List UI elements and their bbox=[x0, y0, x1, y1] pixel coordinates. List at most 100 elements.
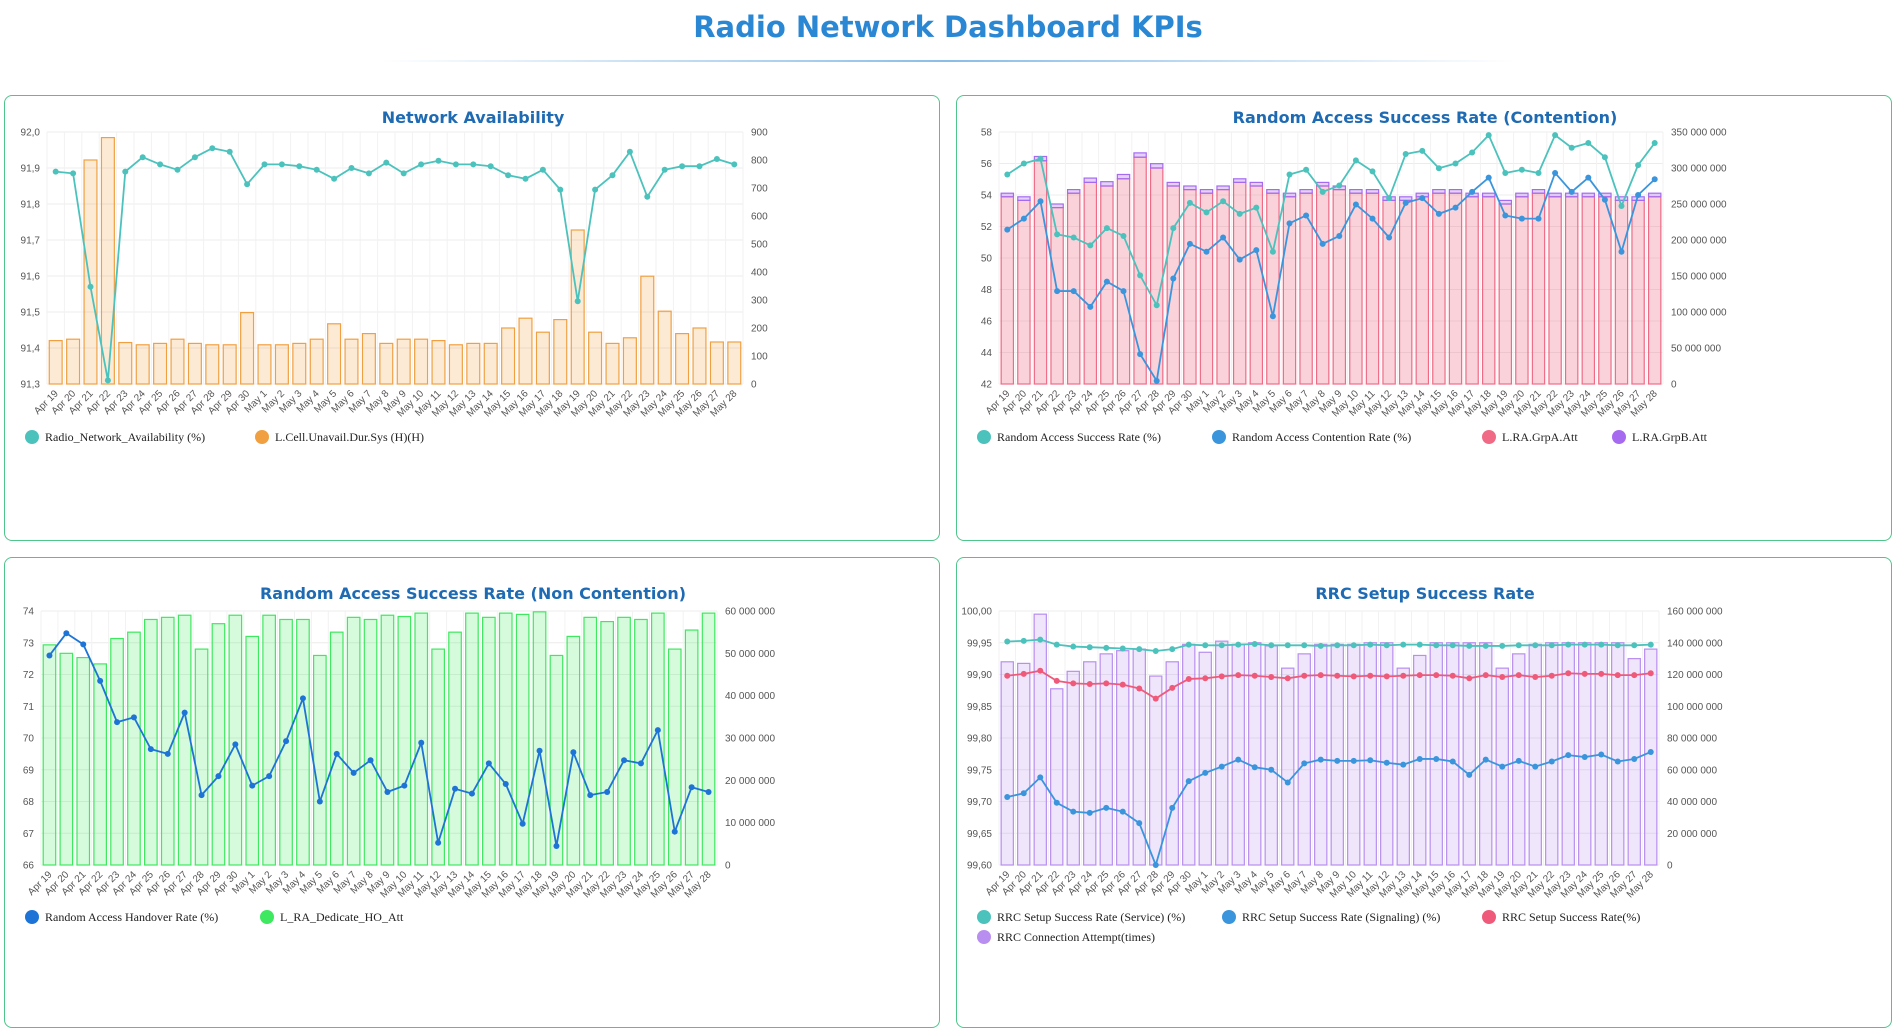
point-random-access-success-rate- bbox=[1552, 132, 1559, 139]
point-radio-network-availability- bbox=[70, 170, 77, 177]
point-rrc-setup-success-rate-service- bbox=[1268, 642, 1275, 649]
point-radio-network-availability- bbox=[104, 377, 111, 384]
point-rrc-setup-success-rate-service- bbox=[1334, 642, 1341, 649]
point-rrc-setup-success-rate- bbox=[1334, 672, 1341, 679]
bar-l-ra-dedicate-ho-att bbox=[329, 631, 344, 866]
point-random-access-handover-rate- bbox=[130, 714, 137, 721]
y-left-tick-label: 71 bbox=[23, 702, 35, 713]
legend-label: L_RA_Dedicate_HO_Att bbox=[280, 910, 404, 924]
point-rrc-setup-success-rate- bbox=[1086, 681, 1093, 688]
point-radio-network-availability- bbox=[661, 166, 668, 173]
bar-rrc-connection-attempt-times- bbox=[1050, 688, 1064, 866]
legend-label: RRC Setup Success Rate(%) bbox=[1502, 910, 1640, 924]
bar-l-cell-unavail-dur-sys-h-h- bbox=[396, 338, 411, 385]
point-random-access-success-rate- bbox=[1103, 225, 1110, 232]
point-random-access-contention-rate- bbox=[1568, 188, 1575, 195]
point-random-access-contention-rate- bbox=[1419, 195, 1426, 202]
legend-marker bbox=[1212, 430, 1226, 444]
point-random-access-contention-rate- bbox=[1103, 278, 1110, 285]
bar-l-ra-grpb-att bbox=[1432, 188, 1446, 194]
availability-chart-svg: Network Availability 91,3 91,4 91,5 91,6 91,7… bbox=[21, 108, 768, 444]
bar-l-cell-unavail-dur-sys-h-h- bbox=[622, 337, 637, 385]
point-random-access-success-rate- bbox=[1120, 232, 1127, 239]
point-rrc-setup-success-rate-signaling- bbox=[1416, 755, 1423, 762]
y-left-tick-label: 99,60 bbox=[967, 861, 992, 872]
bar-l-cell-unavail-dur-sys-h-h- bbox=[118, 341, 133, 385]
bar-l-cell-unavail-dur-sys-h-h- bbox=[535, 331, 550, 385]
point-rrc-setup-success-rate- bbox=[1284, 675, 1291, 682]
legend-marker bbox=[25, 430, 39, 444]
point-rrc-setup-success-rate- bbox=[1202, 675, 1209, 682]
bar-l-ra-grpb-att bbox=[1017, 196, 1031, 202]
point-rrc-setup-success-rate-signaling- bbox=[1053, 799, 1060, 806]
point-radio-network-availability- bbox=[487, 163, 494, 170]
bar-l-ra-grpb-att bbox=[1515, 192, 1529, 198]
bar-rrc-connection-attempt-times- bbox=[1083, 661, 1097, 866]
bar-rrc-connection-attempt-times- bbox=[1066, 670, 1080, 866]
point-rrc-setup-success-rate-service- bbox=[1614, 642, 1621, 649]
point-random-access-contention-rate- bbox=[1220, 234, 1227, 241]
point-radio-network-availability- bbox=[226, 148, 233, 155]
point-rrc-setup-success-rate-signaling- bbox=[1350, 757, 1357, 764]
bar-l-ra-dedicate-ho-att bbox=[498, 612, 513, 866]
point-rrc-setup-success-rate-signaling- bbox=[1004, 794, 1011, 801]
point-random-access-handover-rate- bbox=[181, 709, 188, 716]
chart-root: Random Access Success Rate (Contention) 4… bbox=[977, 108, 1727, 444]
y-right-tick-label: 30 000 000 bbox=[725, 734, 775, 745]
point-random-access-contention-rate- bbox=[1336, 232, 1343, 239]
y-left-tick-label: 99,75 bbox=[967, 765, 992, 776]
point-rrc-setup-success-rate-signaling- bbox=[1119, 808, 1126, 815]
y-left-tick-label: 72 bbox=[23, 670, 35, 681]
bar-l-ra-dedicate-ho-att bbox=[634, 618, 648, 866]
bar-rrc-connection-attempt-times- bbox=[1017, 662, 1031, 866]
point-random-access-handover-rate- bbox=[502, 781, 509, 788]
point-rrc-setup-success-rate- bbox=[1631, 672, 1638, 679]
bar-l-cell-unavail-dur-sys-h-h- bbox=[257, 344, 272, 385]
point-random-access-contention-rate- bbox=[1186, 240, 1193, 247]
chart-root: Random Access Success Rate (Non Contenti… bbox=[23, 584, 775, 924]
point-random-access-contention-rate- bbox=[1203, 248, 1210, 255]
point-radio-network-availability- bbox=[261, 161, 268, 168]
legend-label: RRC Connection Attempt(times) bbox=[997, 930, 1155, 944]
bar-l-ra-dedicate-ho-att bbox=[160, 616, 175, 866]
point-random-access-contention-rate- bbox=[1120, 288, 1127, 295]
point-random-access-success-rate- bbox=[1220, 198, 1227, 205]
point-random-access-success-rate- bbox=[1419, 147, 1426, 154]
bar-rrc-connection-attempt-times- bbox=[1281, 667, 1295, 866]
bar-l-ra-grpb-att bbox=[1050, 203, 1064, 209]
point-rrc-setup-success-rate-signaling- bbox=[1268, 766, 1275, 773]
point-random-access-contention-rate- bbox=[1037, 198, 1044, 205]
bar-l-ra-dedicate-ho-att bbox=[515, 613, 530, 866]
point-rrc-setup-success-rate-service- bbox=[1004, 638, 1011, 645]
point-random-access-handover-rate- bbox=[570, 749, 577, 756]
bar-l-ra-grpb-att bbox=[1647, 192, 1662, 198]
bar-l-cell-unavail-dur-sys-h-h- bbox=[518, 317, 533, 385]
point-rrc-setup-success-rate-signaling- bbox=[1647, 748, 1654, 755]
point-random-access-success-rate- bbox=[1153, 302, 1160, 309]
chart-title: RRC Setup Success Rate bbox=[1315, 584, 1535, 603]
point-random-access-success-rate- bbox=[1518, 166, 1525, 173]
bar-l-ra-grpb-att bbox=[1299, 188, 1313, 194]
point-random-access-handover-rate- bbox=[232, 741, 239, 748]
point-rrc-setup-success-rate-service- bbox=[1202, 642, 1209, 649]
bar-l-ra-dedicate-ho-att bbox=[42, 644, 57, 866]
point-random-access-handover-rate- bbox=[435, 839, 442, 846]
y-left-tick-label: 100,00 bbox=[961, 607, 992, 618]
bar-l-ra-grpb-att bbox=[1481, 192, 1496, 198]
point-random-access-contention-rate- bbox=[1352, 201, 1359, 208]
point-random-access-success-rate- bbox=[1585, 140, 1592, 147]
y-left-tick-label: 50 bbox=[981, 254, 993, 265]
bar-l-cell-unavail-dur-sys-h-h- bbox=[570, 229, 585, 385]
legend-label: RRC Setup Success Rate (Service) (%) bbox=[997, 910, 1185, 924]
point-random-access-contention-rate- bbox=[1452, 204, 1459, 211]
bar-l-ra-grpa-att bbox=[1415, 196, 1430, 385]
point-random-access-handover-rate- bbox=[333, 750, 340, 757]
point-random-access-handover-rate- bbox=[63, 630, 70, 637]
bar-rrc-connection-attempt-times- bbox=[1462, 642, 1476, 866]
point-random-access-contention-rate- bbox=[1469, 188, 1476, 195]
bar-l-cell-unavail-dur-sys-h-h- bbox=[657, 310, 672, 385]
y-right-tick-label: 100 bbox=[751, 352, 768, 363]
legend-marker bbox=[25, 910, 39, 924]
bar-l-ra-grpa-att bbox=[1498, 203, 1513, 385]
point-radio-network-availability- bbox=[122, 168, 129, 175]
